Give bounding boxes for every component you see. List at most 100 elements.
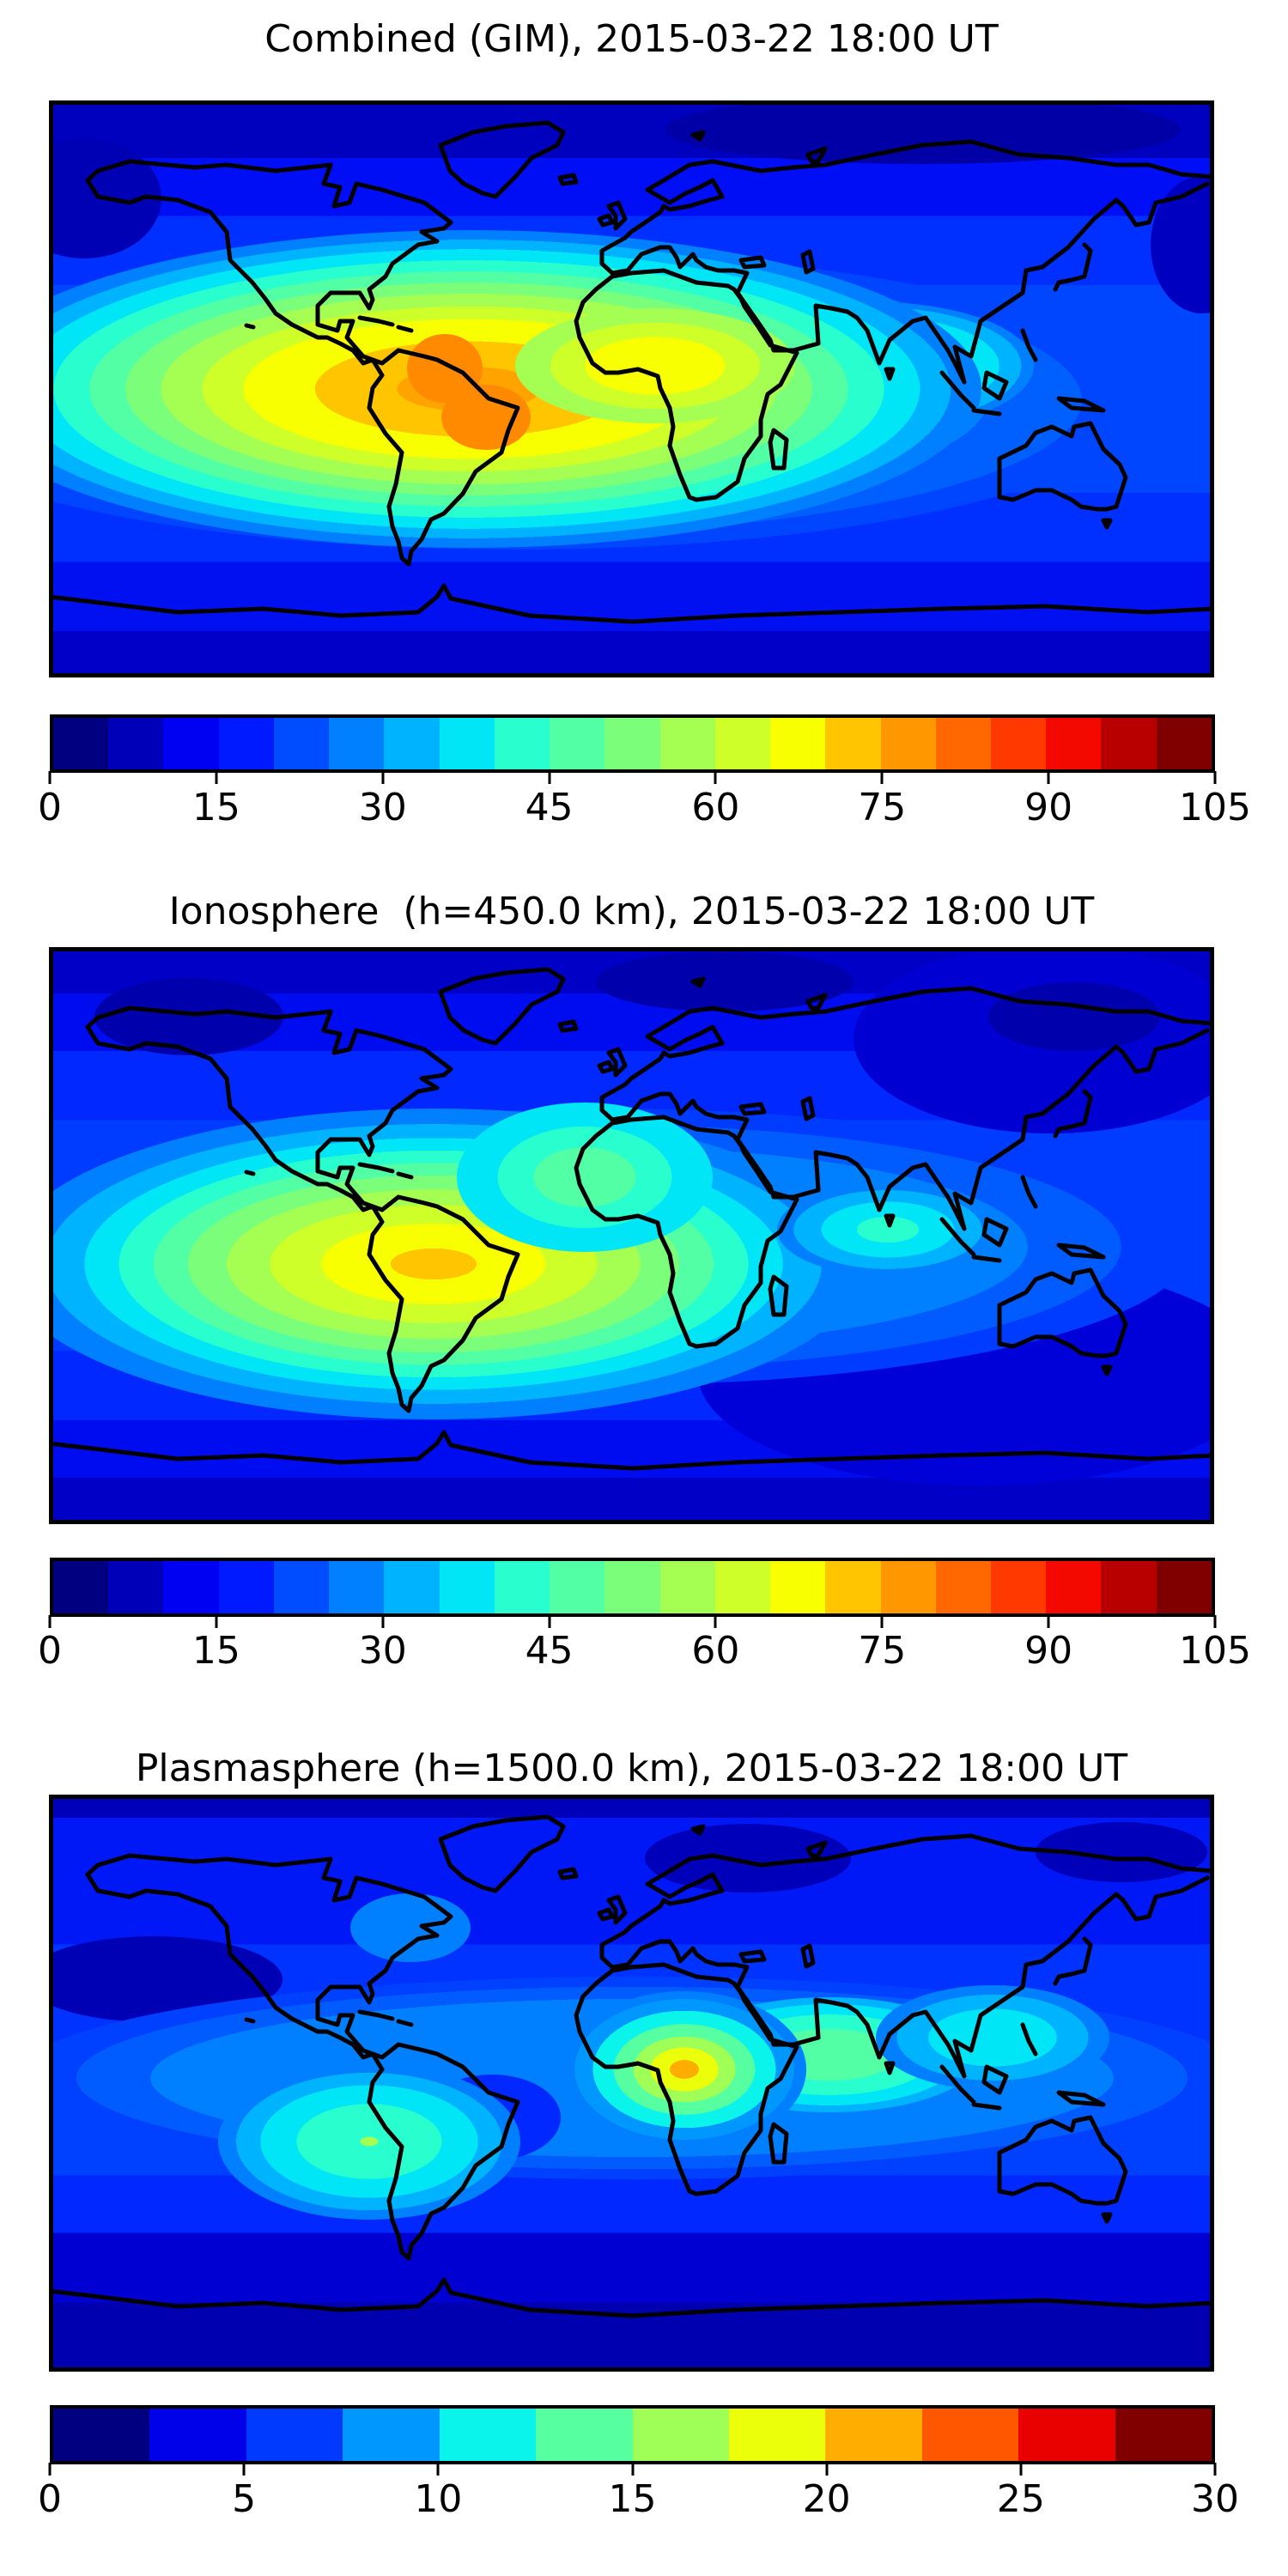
colorbar-segment bbox=[53, 2409, 150, 2461]
colorbar-segment bbox=[494, 1561, 550, 1613]
colorbar-ionosphere bbox=[50, 1558, 1215, 1617]
colorbar-tick-label: 15 bbox=[608, 2477, 657, 2521]
colorbar-segment bbox=[990, 718, 1047, 769]
colorbar-tick-label: 90 bbox=[1024, 786, 1073, 829]
colorbar-tick-label: 60 bbox=[691, 1629, 740, 1673]
colorbar-tick-label: 15 bbox=[191, 1629, 240, 1673]
colorbar-tick bbox=[880, 771, 884, 784]
colorbar-ticks-ionosphere bbox=[48, 1615, 1217, 1628]
colorbar-segment bbox=[1156, 718, 1212, 769]
colorbar-tick bbox=[242, 2463, 246, 2476]
colorbar-segment bbox=[659, 1561, 715, 1613]
colorbar-tick bbox=[714, 771, 717, 784]
colorbar-segment bbox=[550, 1561, 605, 1613]
colorbar-segment bbox=[343, 2409, 440, 2461]
colorbar-segment bbox=[494, 718, 550, 769]
colorbar-tick bbox=[1047, 771, 1050, 784]
colorbar-tick bbox=[631, 2463, 634, 2476]
colorbar-segment bbox=[1018, 2409, 1115, 2461]
colorbar-segment bbox=[921, 2409, 1019, 2461]
colorbar-segment bbox=[384, 1561, 440, 1613]
colorbar-tick-label: 30 bbox=[358, 1629, 407, 1673]
colorbar-tick-label: 25 bbox=[996, 2477, 1045, 2521]
colorbar-labels-plasmasphere: 0 5 10 15 20 25 30 bbox=[38, 2476, 1239, 2523]
colorbar-segment bbox=[825, 2409, 922, 2461]
colorbar-segment bbox=[714, 718, 771, 769]
colorbar-segment bbox=[1101, 1561, 1157, 1613]
colorbar-ticks-plasmasphere bbox=[48, 2463, 1217, 2476]
colorbar-tick-label: 5 bbox=[232, 2477, 257, 2521]
colorbar-labels-combined: 0 15 30 45 60 75 90 105 bbox=[38, 785, 1251, 831]
colorbar-labels-ionosphere: 0 15 30 45 60 75 90 105 bbox=[38, 1628, 1251, 1674]
colorbar-segment bbox=[329, 718, 385, 769]
colorbar-tick bbox=[1213, 771, 1217, 784]
colorbar-segment bbox=[935, 1561, 991, 1613]
colorbar-segment bbox=[605, 718, 660, 769]
colorbar-tick bbox=[880, 1615, 884, 1628]
colorbar-tick bbox=[548, 1615, 551, 1628]
colorbar-segment bbox=[1156, 1561, 1212, 1613]
colorbar-segment bbox=[163, 718, 219, 769]
colorbar-tick bbox=[1213, 2463, 1217, 2476]
colorbar-tick bbox=[48, 771, 52, 784]
colorbar-tick bbox=[48, 1615, 52, 1628]
panel-title-plasmasphere: Plasmasphere (h=1500.0 km), 2015-03-22 1… bbox=[135, 1747, 1128, 1790]
panel-title-ionosphere: Ionosphere (h=450.0 km), 2015-03-22 18:0… bbox=[168, 890, 1095, 933]
colorbar-tick-label: 75 bbox=[858, 786, 907, 829]
colorbar-segment bbox=[935, 718, 991, 769]
colorbar-tick bbox=[215, 771, 218, 784]
colorbar-segment bbox=[1046, 1561, 1102, 1613]
panel-title-combined: Combined (GIM), 2015-03-22 18:00 UT bbox=[264, 17, 999, 61]
colorbar-tick-label: 45 bbox=[525, 786, 574, 829]
colorbar-segment bbox=[1101, 718, 1157, 769]
colorbar-tick-label: 30 bbox=[358, 786, 407, 829]
colorbar-segment bbox=[1046, 718, 1102, 769]
colorbar-segment bbox=[273, 718, 330, 769]
colorbar-segment bbox=[770, 718, 826, 769]
colorbar-segment bbox=[880, 1561, 936, 1613]
colorbar-segment bbox=[439, 718, 495, 769]
colorbar-segment bbox=[536, 2409, 633, 2461]
colorbar-tick bbox=[1047, 1615, 1050, 1628]
colorbar-tick bbox=[436, 2463, 440, 2476]
colorbar-segment bbox=[218, 1561, 274, 1613]
colorbar-tick-label: 30 bbox=[1191, 2477, 1239, 2521]
colorbar-segment bbox=[605, 1561, 660, 1613]
colorbar-segment bbox=[1115, 2409, 1212, 2461]
colorbar-segment bbox=[108, 1561, 164, 1613]
colorbar-tick-label: 20 bbox=[802, 2477, 851, 2521]
colorbar-segment bbox=[384, 718, 440, 769]
colorbar-segment bbox=[163, 1561, 219, 1613]
colorbar-segment bbox=[149, 2409, 246, 2461]
map-svg-plasmasphere bbox=[49, 1795, 1214, 2372]
colorbar-tick bbox=[1019, 2463, 1023, 2476]
colorbar-tick bbox=[825, 2463, 829, 2476]
map-combined bbox=[49, 100, 1214, 677]
colorbar-tick-label: 0 bbox=[38, 2477, 62, 2521]
colorbar-segment bbox=[632, 2409, 729, 2461]
colorbar-tick-label: 0 bbox=[38, 1629, 62, 1673]
colorbar-segment bbox=[439, 1561, 495, 1613]
colorbar-tick bbox=[714, 1615, 717, 1628]
map-ionosphere bbox=[49, 947, 1214, 1524]
colorbar-segment bbox=[273, 1561, 330, 1613]
colorbar-segment bbox=[880, 718, 936, 769]
map-border bbox=[49, 100, 1214, 677]
colorbar-tick-label: 45 bbox=[525, 1629, 574, 1673]
colorbar-segment bbox=[728, 2409, 826, 2461]
colorbar-segment bbox=[246, 2409, 343, 2461]
colorbar-tick-label: 105 bbox=[1179, 786, 1251, 829]
colorbar-segment bbox=[825, 718, 881, 769]
colorbar-tick-label: 75 bbox=[858, 1629, 907, 1673]
colorbar-segment bbox=[53, 1561, 109, 1613]
colorbar-tick-label: 60 bbox=[691, 786, 740, 829]
map-border bbox=[49, 1795, 1214, 2372]
colorbar-segment bbox=[770, 1561, 826, 1613]
colorbar-tick bbox=[548, 771, 551, 784]
map-border bbox=[49, 947, 1214, 1524]
colorbar-tick-label: 105 bbox=[1179, 1629, 1251, 1673]
colorbar-tick bbox=[381, 771, 385, 784]
colorbar-segment bbox=[714, 1561, 771, 1613]
map-plasmasphere bbox=[49, 1795, 1214, 2372]
colorbar-tick-label: 0 bbox=[38, 786, 62, 829]
